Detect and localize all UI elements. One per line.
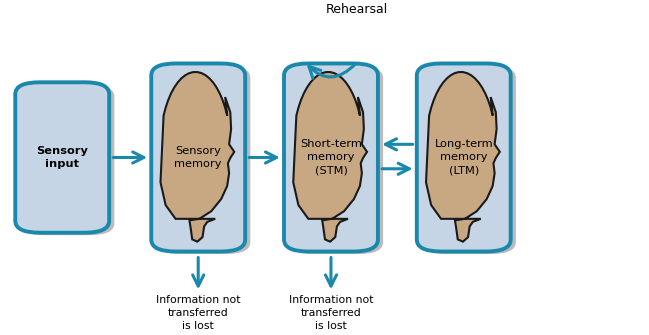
Text: Information not
transferred
is lost: Information not transferred is lost	[289, 295, 373, 331]
FancyBboxPatch shape	[289, 66, 383, 254]
Polygon shape	[426, 72, 500, 242]
FancyBboxPatch shape	[156, 66, 251, 254]
Text: Sensory
input: Sensory input	[36, 146, 88, 169]
FancyBboxPatch shape	[151, 63, 245, 252]
Text: Rehearsal: Rehearsal	[326, 3, 388, 16]
Polygon shape	[160, 72, 234, 242]
Text: Sensory
memory: Sensory memory	[175, 146, 222, 169]
FancyBboxPatch shape	[16, 82, 109, 233]
FancyBboxPatch shape	[422, 66, 516, 254]
Polygon shape	[293, 72, 367, 242]
FancyBboxPatch shape	[284, 63, 378, 252]
Text: Short-term
memory
(STM): Short-term memory (STM)	[300, 139, 362, 176]
Text: Information not
transferred
is lost: Information not transferred is lost	[156, 295, 241, 331]
FancyBboxPatch shape	[21, 85, 114, 235]
Text: Long-term
memory
(LTM): Long-term memory (LTM)	[434, 139, 493, 176]
FancyBboxPatch shape	[417, 63, 511, 252]
